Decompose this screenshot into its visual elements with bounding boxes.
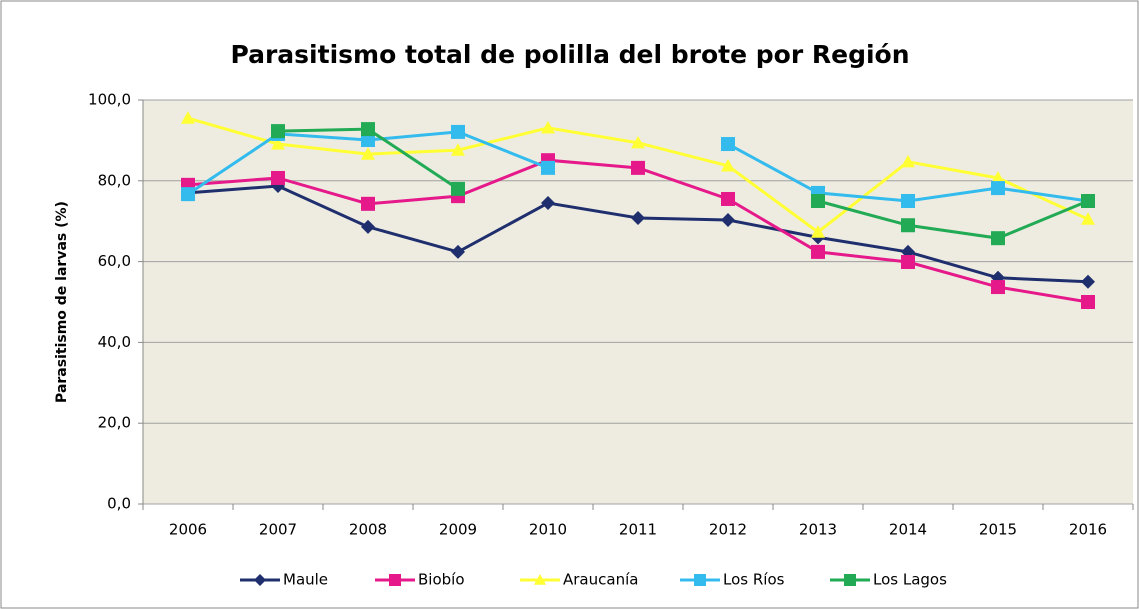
legend-marker (389, 574, 401, 586)
y-tick-label: 80,0 (98, 171, 131, 189)
data-point (181, 111, 195, 124)
data-point (361, 196, 375, 211)
data-point (811, 225, 825, 238)
data-point (901, 218, 915, 233)
data-point (901, 255, 915, 270)
plot-area (143, 100, 1133, 504)
data-point (541, 196, 555, 211)
data-point (541, 160, 555, 175)
data-point (1081, 194, 1095, 208)
legend-label: Los Lagos (873, 571, 947, 589)
data-point (451, 244, 465, 259)
y-tick-label: 60,0 (98, 252, 131, 270)
x-tick-label: 2016 (1069, 521, 1107, 539)
legend-label: Araucanía (563, 571, 638, 589)
data-point (991, 280, 1005, 295)
y-tick-label: 0,0 (107, 495, 131, 513)
x-tick-label: 2010 (529, 521, 567, 539)
y-tick-label: 20,0 (98, 414, 131, 432)
data-point (361, 147, 375, 160)
data-point (721, 212, 735, 227)
x-tick-label: 2006 (169, 521, 207, 539)
legend-label: Los Ríos (723, 571, 785, 589)
data-point (991, 170, 1005, 184)
x-tick-label: 2013 (799, 521, 837, 539)
data-point (271, 124, 285, 139)
data-point (631, 210, 645, 225)
x-tick-label: 2012 (709, 521, 747, 539)
data-point (361, 122, 375, 137)
data-point (631, 135, 645, 149)
data-point (451, 143, 465, 156)
data-point (811, 244, 825, 259)
data-point (721, 158, 735, 172)
data-point (271, 137, 285, 150)
data-point (991, 231, 1005, 246)
legend-label: Biobío (418, 571, 465, 589)
data-point (1081, 274, 1095, 289)
legend-label: Maule (283, 571, 328, 589)
data-point (1081, 212, 1095, 225)
x-tick-label: 2008 (349, 521, 387, 539)
data-point (271, 170, 285, 185)
data-point (811, 194, 825, 208)
data-point (541, 120, 555, 134)
data-point (631, 160, 645, 175)
legend-marker (694, 574, 706, 586)
y-axis-label: Parasitismo de larvas (%) (54, 201, 70, 403)
data-point (721, 137, 735, 152)
x-tick-label: 2007 (259, 521, 297, 539)
data-point (901, 154, 915, 168)
data-point (451, 124, 465, 139)
data-point (181, 187, 195, 202)
data-point (991, 181, 1005, 196)
data-point (451, 181, 465, 196)
y-tick-label: 100,0 (88, 91, 131, 109)
legend-marker (534, 574, 546, 585)
x-tick-label: 2009 (439, 521, 477, 539)
x-tick-label: 2014 (889, 521, 927, 539)
data-point (1081, 295, 1095, 309)
data-point (361, 219, 375, 234)
legend-marker (844, 574, 856, 586)
data-point (721, 191, 735, 206)
legend-marker (254, 574, 266, 586)
data-point (901, 194, 915, 208)
chart-title: Parasitismo total de polilla del brote p… (230, 40, 909, 69)
x-tick-label: 2011 (619, 521, 657, 539)
data-point (361, 132, 375, 147)
y-tick-label: 40,0 (98, 333, 131, 351)
x-tick-label: 2015 (979, 521, 1017, 539)
